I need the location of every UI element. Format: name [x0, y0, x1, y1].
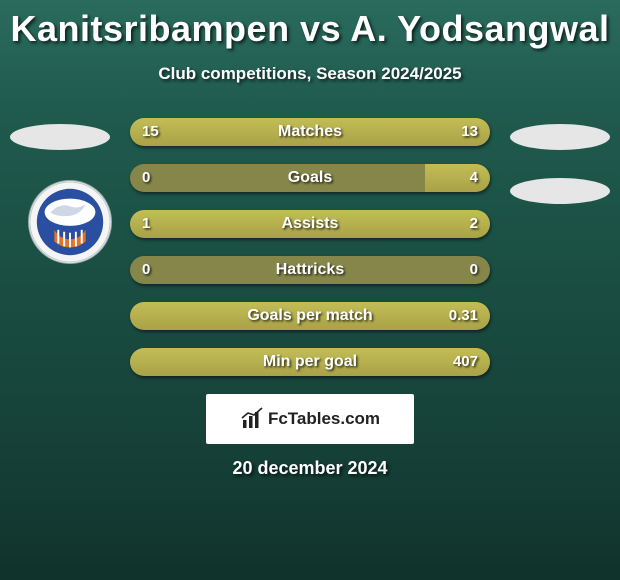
stat-bar: Assists12: [130, 210, 490, 238]
player-right-placeholder: [510, 124, 610, 150]
comparison-subtitle: Club competitions, Season 2024/2025: [0, 64, 620, 84]
bar-fill-right: [250, 210, 490, 238]
club-left-logo: [28, 180, 112, 264]
comparison-title: Kanitsribampen vs A. Yodsangwal: [0, 0, 620, 50]
bar-label: Hattricks: [130, 256, 490, 284]
stat-bar: Goals per match0.31: [130, 302, 490, 330]
brand-text: FcTables.com: [268, 409, 380, 429]
player-left-placeholder: [10, 124, 110, 150]
bar-value-left: 0: [142, 256, 150, 284]
stat-bar: Goals04: [130, 164, 490, 192]
bar-fill-left: [130, 210, 250, 238]
brand-box: FcTables.com: [206, 394, 414, 444]
stats-bars-container: Matches1513Goals04Assists12Hattricks00Go…: [130, 118, 490, 376]
bar-value-left: 0: [142, 164, 150, 192]
comparison-date: 20 december 2024: [0, 458, 620, 479]
stat-bar: Matches1513: [130, 118, 490, 146]
stat-bar: Hattricks0 0: [130, 256, 490, 284]
bar-value-right: 0: [470, 256, 478, 284]
bar-fill-right: [130, 348, 490, 376]
bar-fill-right: [130, 302, 490, 330]
bar-fill-right: [425, 164, 490, 192]
bar-fill-right: [323, 118, 490, 146]
brand-chart-icon: [240, 407, 264, 431]
bar-fill-left: [130, 118, 323, 146]
stat-bar: Min per goal407: [130, 348, 490, 376]
club-right-placeholder: [510, 178, 610, 204]
